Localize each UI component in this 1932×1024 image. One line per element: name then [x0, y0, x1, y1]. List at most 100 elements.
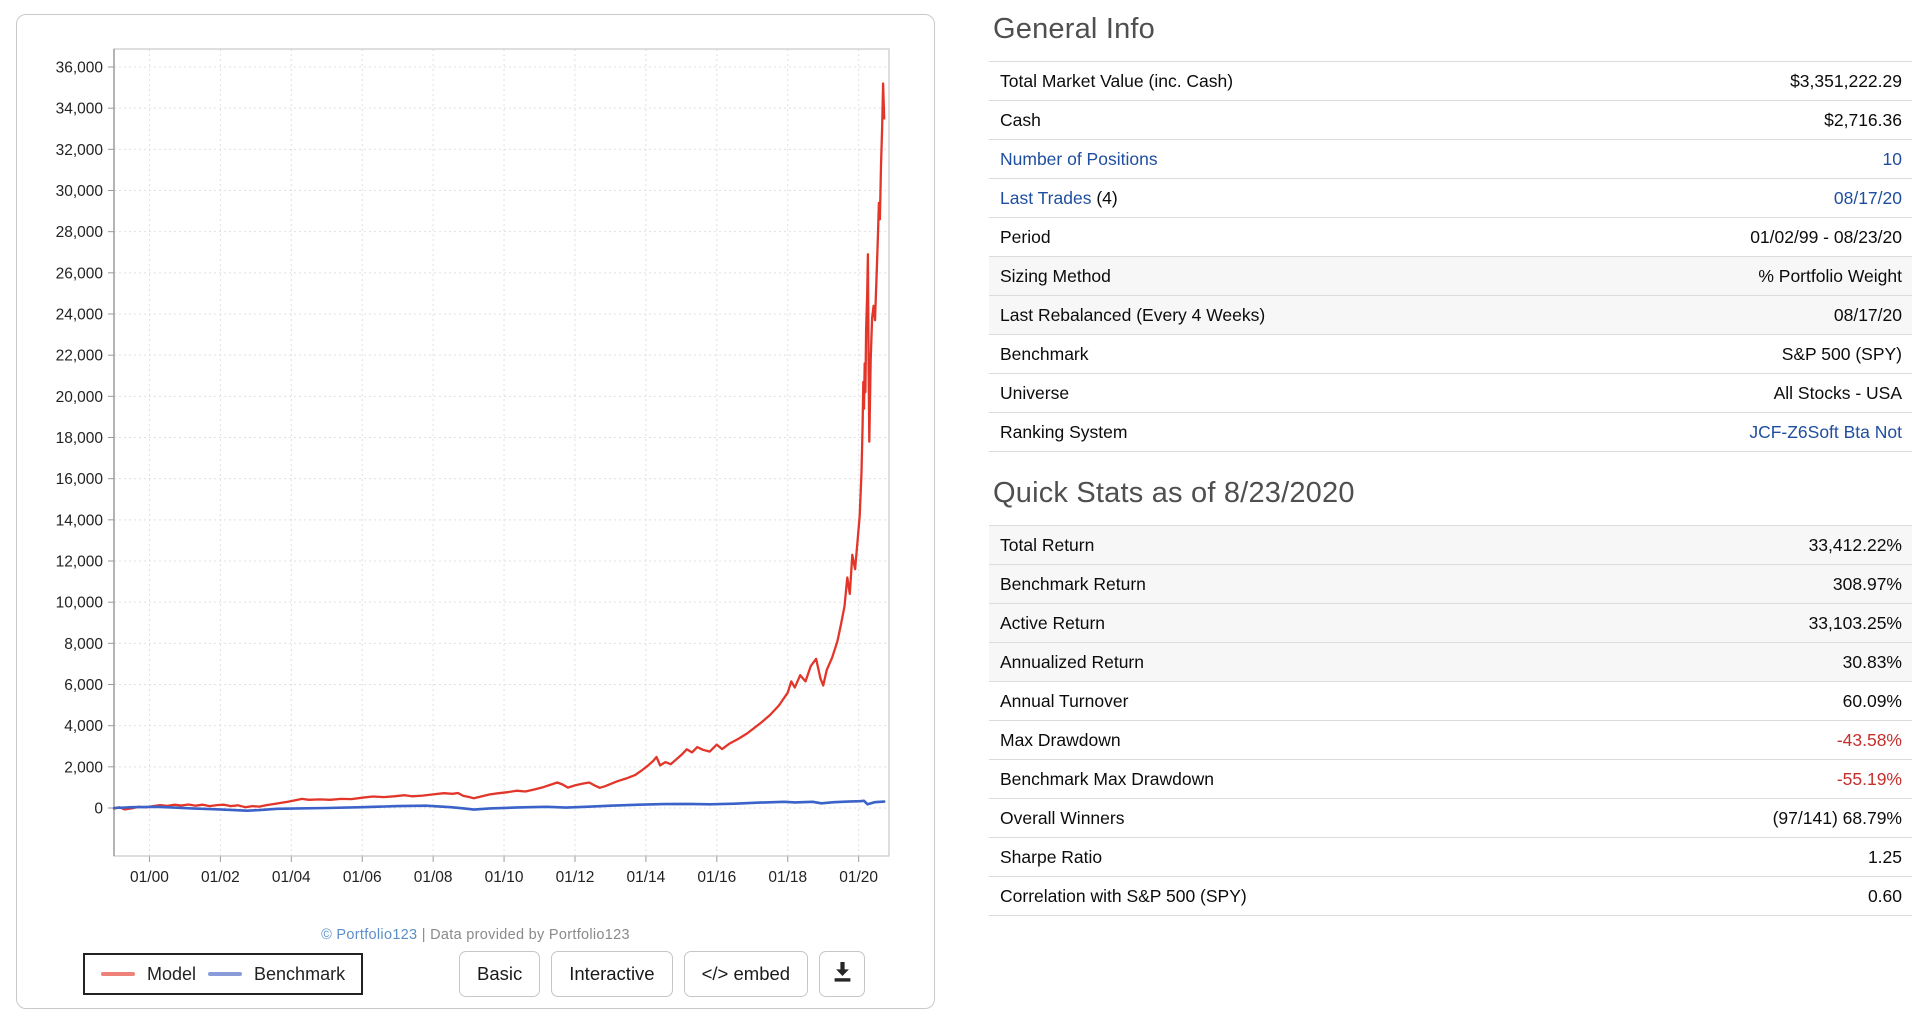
row-value: $3,351,222.29	[1790, 70, 1902, 91]
info-panel: General Info Total Market Value (inc. Ca…	[989, 0, 1912, 916]
download-icon	[832, 961, 853, 988]
y-axis-label: 28,000	[56, 224, 104, 241]
model-line-icon	[101, 972, 135, 976]
embed-button[interactable]: </> embed	[683, 951, 809, 997]
row-label: Active Return	[1000, 612, 1106, 633]
row-label: Benchmark Return	[1000, 573, 1146, 594]
table-row: Total Market Value (inc. Cash) $3,351,222…	[989, 62, 1912, 101]
row-label: Ranking System	[1000, 421, 1128, 442]
row-label: Universe	[1000, 382, 1070, 403]
chart-legend: Model Benchmark	[83, 953, 364, 995]
y-axis-label: 0	[94, 801, 103, 818]
quick-stats-table: Total Return 33,412.22% Benchmark Return 30…	[989, 525, 1912, 916]
row-value: 33,412.22%	[1808, 534, 1902, 555]
x-axis-label: 01/02	[201, 869, 240, 886]
table-row: Cash $2,716.36	[989, 101, 1912, 140]
legend-model-label: Model	[147, 963, 197, 984]
row-value: % Portfolio Weight	[1758, 265, 1902, 286]
legend-benchmark-label: Benchmark	[254, 963, 346, 984]
table-row: Total Return 33,412.22%	[989, 526, 1912, 565]
row-value: 60.09%	[1842, 690, 1902, 711]
attribution: © Portfolio123 | Data provided by Portfo…	[17, 927, 934, 943]
interactive-button[interactable]: Interactive	[551, 951, 673, 997]
row-label: Sharpe Ratio	[1000, 846, 1103, 867]
row-value: 308.97%	[1832, 573, 1902, 594]
y-axis-label: 36,000	[56, 60, 104, 77]
row-label: Cash	[1000, 109, 1041, 130]
table-row: Benchmark Return 308.97%	[989, 565, 1912, 604]
benchmark-line-icon	[208, 972, 243, 976]
row-value: 1.25	[1867, 846, 1902, 867]
row-label-link[interactable]: Last Trades	[1000, 187, 1092, 208]
row-label: Period	[1000, 226, 1051, 247]
table-row: Ranking System JCF-Z6Soft Bta Not	[989, 413, 1912, 452]
y-axis-label: 18,000	[56, 430, 104, 447]
download-button[interactable]	[819, 951, 866, 997]
general-info-title: General Info	[993, 13, 1155, 45]
row-label-link[interactable]: Number of Positions	[1000, 148, 1158, 169]
row-label: Overall Winners	[1000, 807, 1125, 828]
x-axis-label: 01/08	[414, 869, 453, 886]
row-label: Last Trades (4)	[1000, 188, 1118, 209]
chart-buttons: Basic Interactive </> embed	[459, 951, 866, 997]
row-value: 30.83%	[1842, 651, 1902, 672]
x-axis-label: 01/16	[697, 869, 736, 886]
row-value: 01/02/99 - 08/23/20	[1750, 226, 1902, 247]
row-value: -43.58%	[1836, 729, 1902, 750]
row-label: Benchmark Max Drawdown	[1000, 768, 1214, 789]
row-value: -55.19%	[1836, 768, 1902, 789]
table-row: Benchmark Max Drawdown -55.19%	[989, 760, 1912, 799]
row-label: Annual Turnover	[1000, 690, 1129, 711]
y-axis-label: 12,000	[56, 554, 104, 571]
attribution-brand: © Portfolio123	[321, 927, 418, 943]
row-label: Total Market Value (inc. Cash)	[1000, 70, 1234, 91]
y-axis-label: 34,000	[56, 101, 104, 118]
y-axis-label: 8,000	[64, 636, 103, 653]
row-label-suffix: (4)	[1091, 187, 1118, 208]
chart-card: 0 2,000 4,000 6,000 8,000 10,000 12,000 14,000 1…	[16, 14, 935, 1009]
table-row: Period 01/02/99 - 08/23/20	[989, 218, 1912, 257]
y-axis-label: 2,000	[64, 759, 103, 776]
table-row: Annualized Return 30.83%	[989, 643, 1912, 682]
row-value-link[interactable]: JCF-Z6Soft Bta Not	[1749, 421, 1902, 442]
table-row: Sizing Method % Portfolio Weight	[989, 257, 1912, 296]
x-axis-label: 01/06	[343, 869, 382, 886]
row-value: 0.60	[1867, 885, 1902, 906]
row-label: Total Return	[1000, 534, 1095, 555]
row-label: Benchmark	[1000, 343, 1089, 364]
y-axis-label: 20,000	[56, 389, 104, 406]
x-axis-label: 01/00	[130, 869, 169, 886]
y-axis-label: 10,000	[56, 595, 104, 612]
row-value-link[interactable]: 08/17/20	[1833, 187, 1902, 208]
x-axis-label: 01/20	[839, 869, 878, 886]
y-axis-label: 14,000	[56, 512, 104, 529]
x-axis-label: 01/18	[768, 869, 807, 886]
row-value-link[interactable]: 10	[1882, 148, 1902, 169]
attribution-text: | Data provided by Portfolio123	[417, 927, 630, 943]
row-label: Correlation with S&P 500 (SPY)	[1000, 885, 1247, 906]
row-value: $2,716.36	[1824, 109, 1902, 130]
row-label: Max Drawdown	[1000, 729, 1121, 750]
y-axis-label: 26,000	[56, 265, 104, 282]
table-row: Universe All Stocks - USA	[989, 374, 1912, 413]
table-row: Last Trades (4) 08/17/20	[989, 179, 1912, 218]
row-label: Annualized Return	[1000, 651, 1144, 672]
x-axis-label: 01/12	[556, 869, 595, 886]
table-row: Overall Winners (97/141) 68.79%	[989, 799, 1912, 838]
table-row: Benchmark S&P 500 (SPY)	[989, 335, 1912, 374]
table-row: Sharpe Ratio 1.25	[989, 838, 1912, 877]
row-label: Sizing Method	[1000, 265, 1111, 286]
x-axis-label: 01/14	[627, 869, 666, 886]
basic-button[interactable]: Basic	[459, 951, 541, 997]
performance-chart: 0 2,000 4,000 6,000 8,000 10,000 12,000 14,000 1…	[56, 48, 890, 886]
row-value: S&P 500 (SPY)	[1781, 343, 1902, 364]
x-axis-label: 01/04	[272, 869, 311, 886]
y-axis-label: 6,000	[64, 677, 103, 694]
chart-footer: Model Benchmark Basic Interactive </> em…	[17, 951, 934, 1001]
x-axis-label: 01/10	[485, 869, 524, 886]
table-row: Active Return 33,103.25%	[989, 604, 1912, 643]
benchmark-line	[112, 799, 886, 813]
row-label: Number of Positions	[1000, 149, 1158, 170]
general-info-table: Total Market Value (inc. Cash) $3,351,222…	[989, 61, 1912, 452]
